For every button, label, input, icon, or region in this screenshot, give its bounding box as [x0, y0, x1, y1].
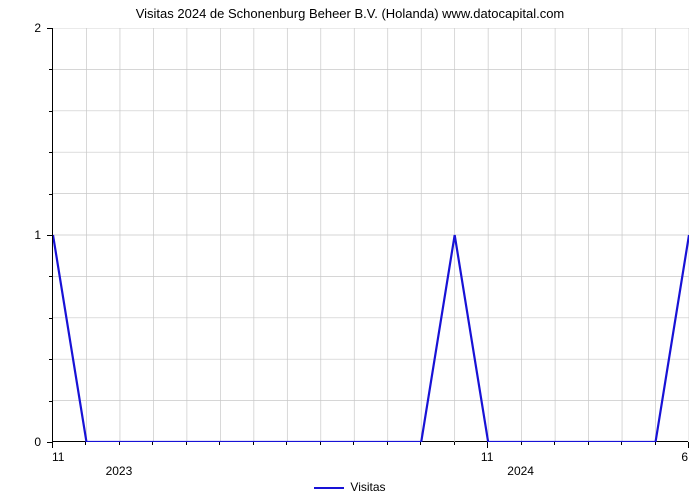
y-tick-minor [49, 194, 52, 195]
x-tick-minor [387, 442, 388, 445]
x-tick-major [688, 442, 689, 448]
legend-swatch [314, 487, 344, 489]
y-tick-label: 2 [0, 21, 41, 35]
x-tick-minor [588, 442, 589, 445]
y-tick-minor [49, 111, 52, 112]
x-tick-minor [521, 442, 522, 445]
x-tick-minor [320, 442, 321, 445]
x-tick-major [52, 442, 53, 448]
x-tick-label: 6 [668, 450, 688, 464]
x-year-label: 2024 [491, 464, 551, 478]
x-tick-label: 11 [467, 450, 507, 464]
x-tick-minor [253, 442, 254, 445]
x-tick-minor [621, 442, 622, 445]
x-tick-label: 11 [52, 450, 64, 464]
y-tick-minor [49, 69, 52, 70]
x-tick-minor [85, 442, 86, 445]
x-tick-minor [219, 442, 220, 445]
chart-legend: Visitas [0, 480, 700, 494]
y-tick-minor [49, 318, 52, 319]
x-tick-minor [454, 442, 455, 445]
y-tick-minor [49, 152, 52, 153]
legend-label: Visitas [350, 480, 385, 494]
chart-title: Visitas 2024 de Schonenburg Beheer B.V. … [0, 6, 700, 21]
chart-svg [53, 28, 689, 442]
y-tick-minor [49, 276, 52, 277]
x-tick-minor [286, 442, 287, 445]
x-tick-minor [353, 442, 354, 445]
x-tick-minor [554, 442, 555, 445]
y-tick-major [47, 235, 52, 236]
y-tick-major [47, 28, 52, 29]
x-tick-minor [152, 442, 153, 445]
y-tick-minor [49, 401, 52, 402]
y-tick-label: 0 [0, 435, 41, 449]
x-tick-minor [186, 442, 187, 445]
y-tick-minor [49, 359, 52, 360]
x-tick-minor [420, 442, 421, 445]
y-tick-label: 1 [0, 228, 41, 242]
x-tick-minor [119, 442, 120, 445]
x-year-label: 2023 [89, 464, 149, 478]
x-tick-major [487, 442, 488, 448]
x-tick-minor [655, 442, 656, 445]
chart-plot-area [52, 28, 688, 442]
